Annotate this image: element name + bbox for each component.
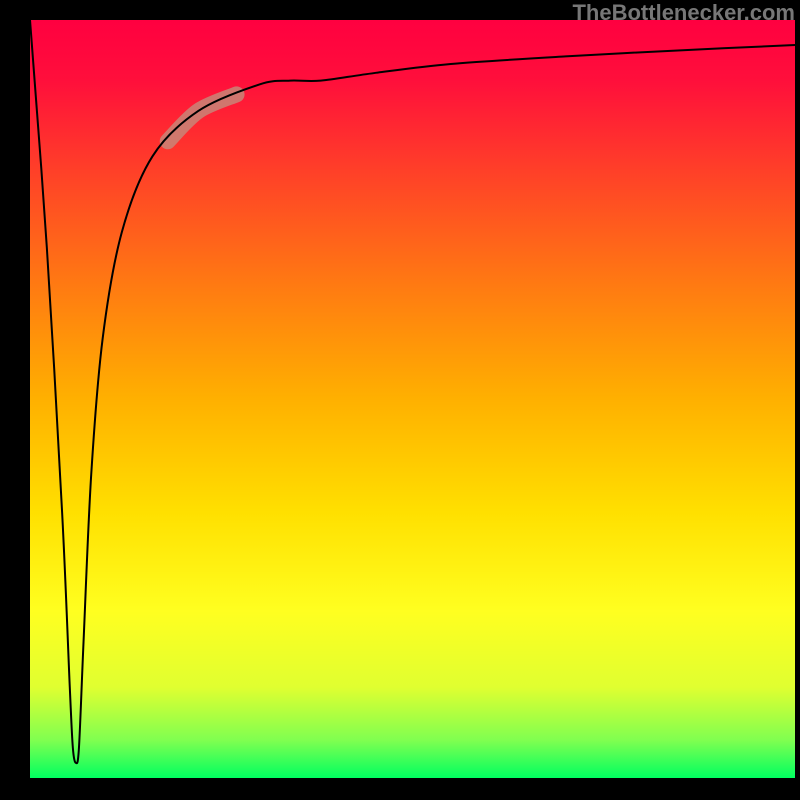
watermark-text: TheBottlenecker.com bbox=[572, 0, 795, 26]
chart-svg bbox=[0, 0, 800, 800]
chart-container: TheBottlenecker.com bbox=[0, 0, 800, 800]
plot-gradient-background bbox=[30, 20, 795, 778]
